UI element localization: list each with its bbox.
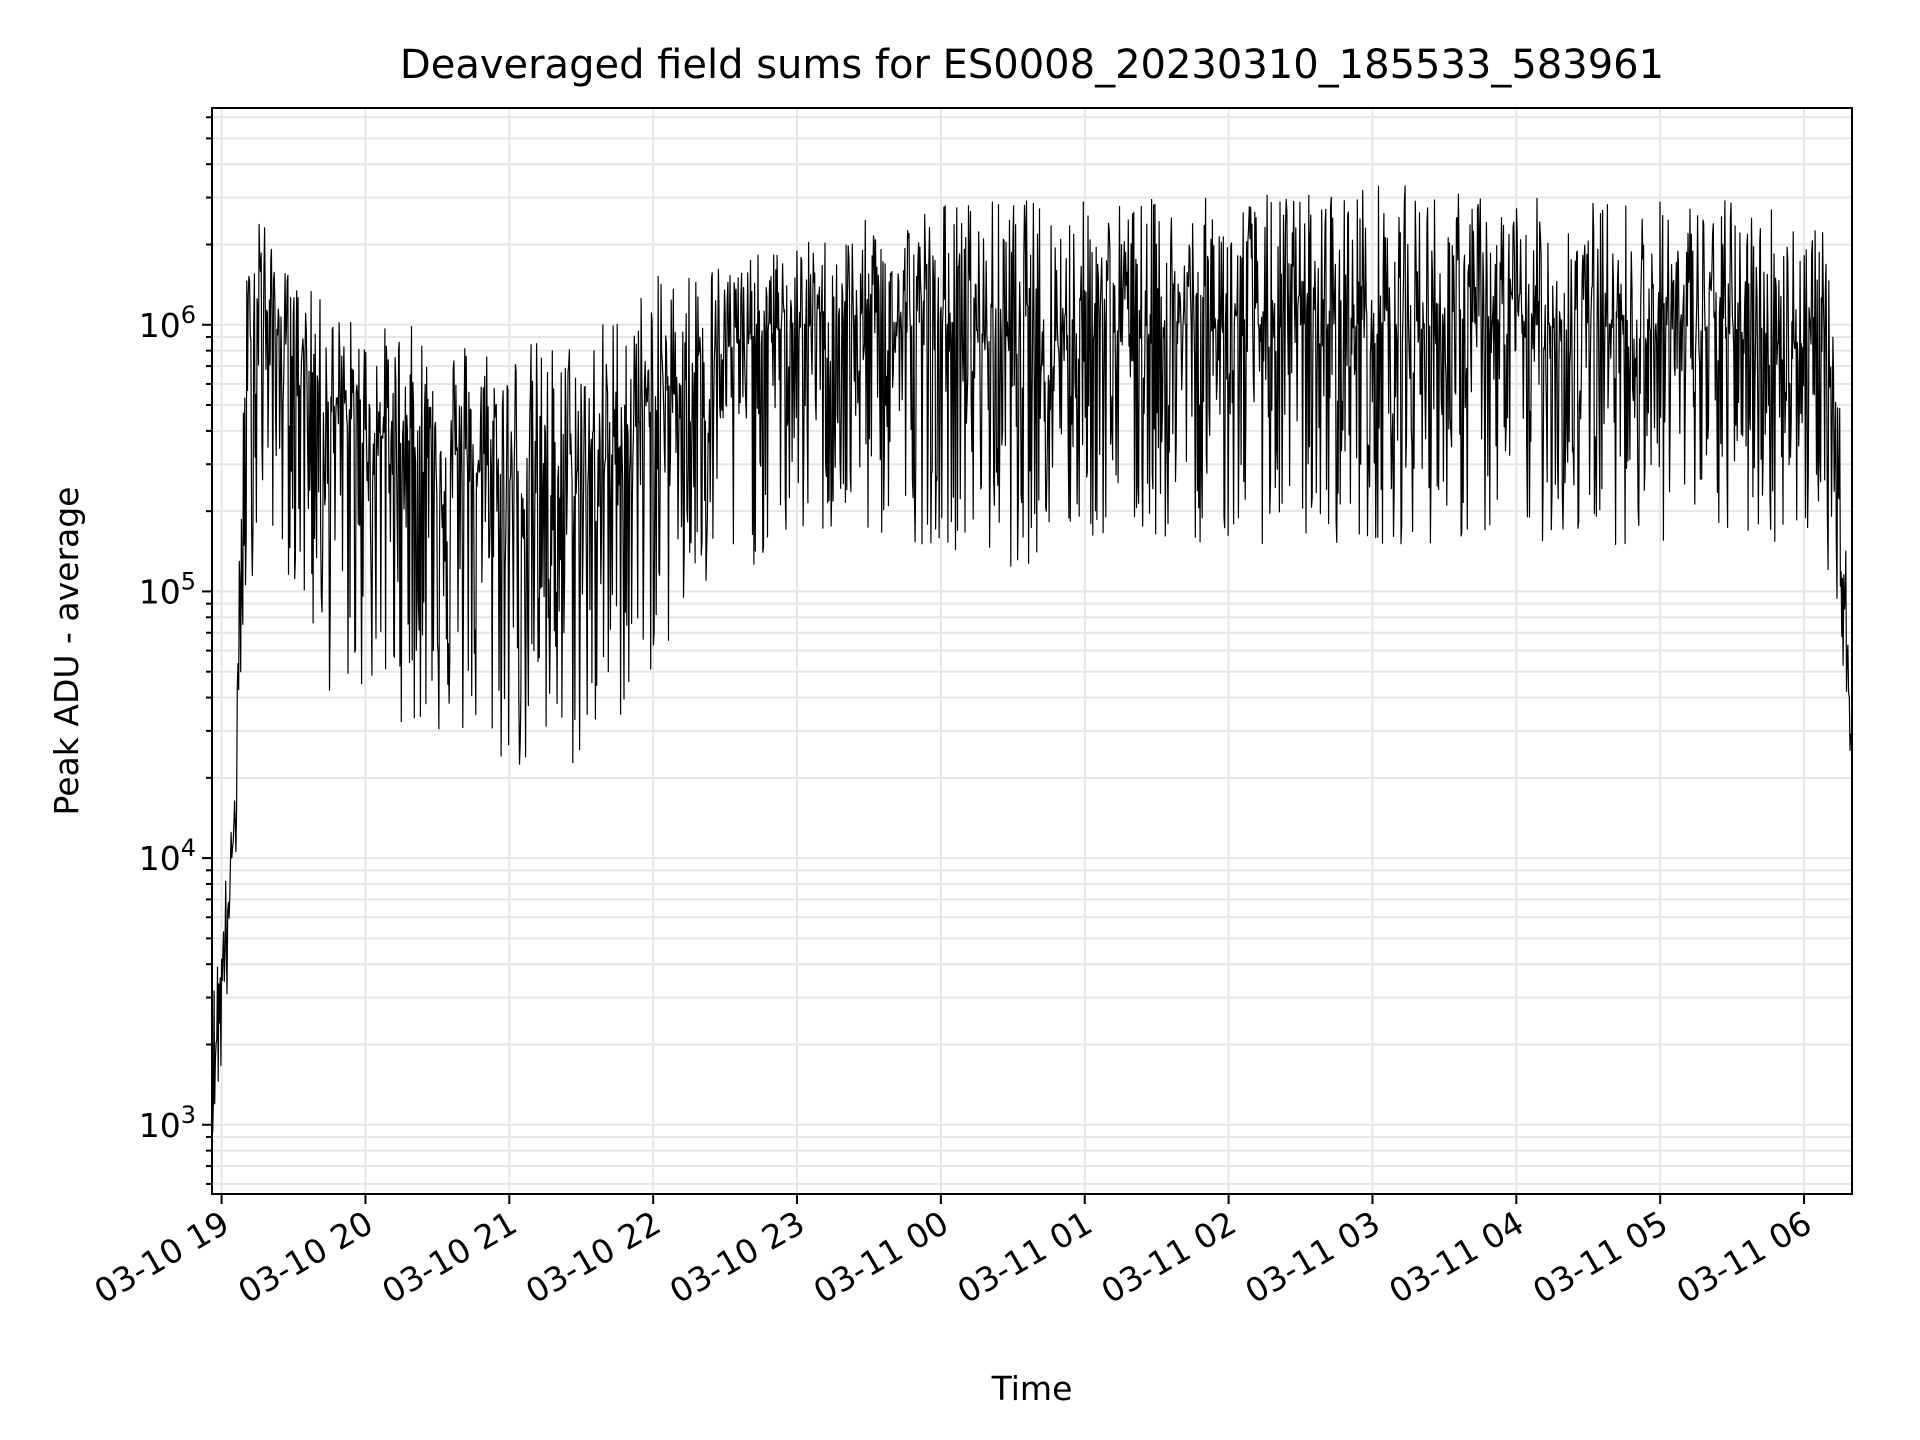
data-layer: [211, 185, 1853, 1133]
y-tick-label: 104: [139, 834, 196, 878]
grid: [212, 108, 1852, 1194]
chart-title: Deaveraged field sums for ES0008_2023031…: [400, 42, 1664, 88]
x-axis-label: Time: [991, 1369, 1073, 1408]
y-axis-label: Peak ADU - average: [47, 487, 86, 816]
y-tick-label: 106: [139, 301, 196, 345]
series-line: [211, 185, 1853, 1133]
y-axis: 103 104 105 106: [139, 116, 212, 1185]
y-tick-label: 105: [139, 567, 196, 611]
y-tick-label: 103: [139, 1101, 196, 1145]
